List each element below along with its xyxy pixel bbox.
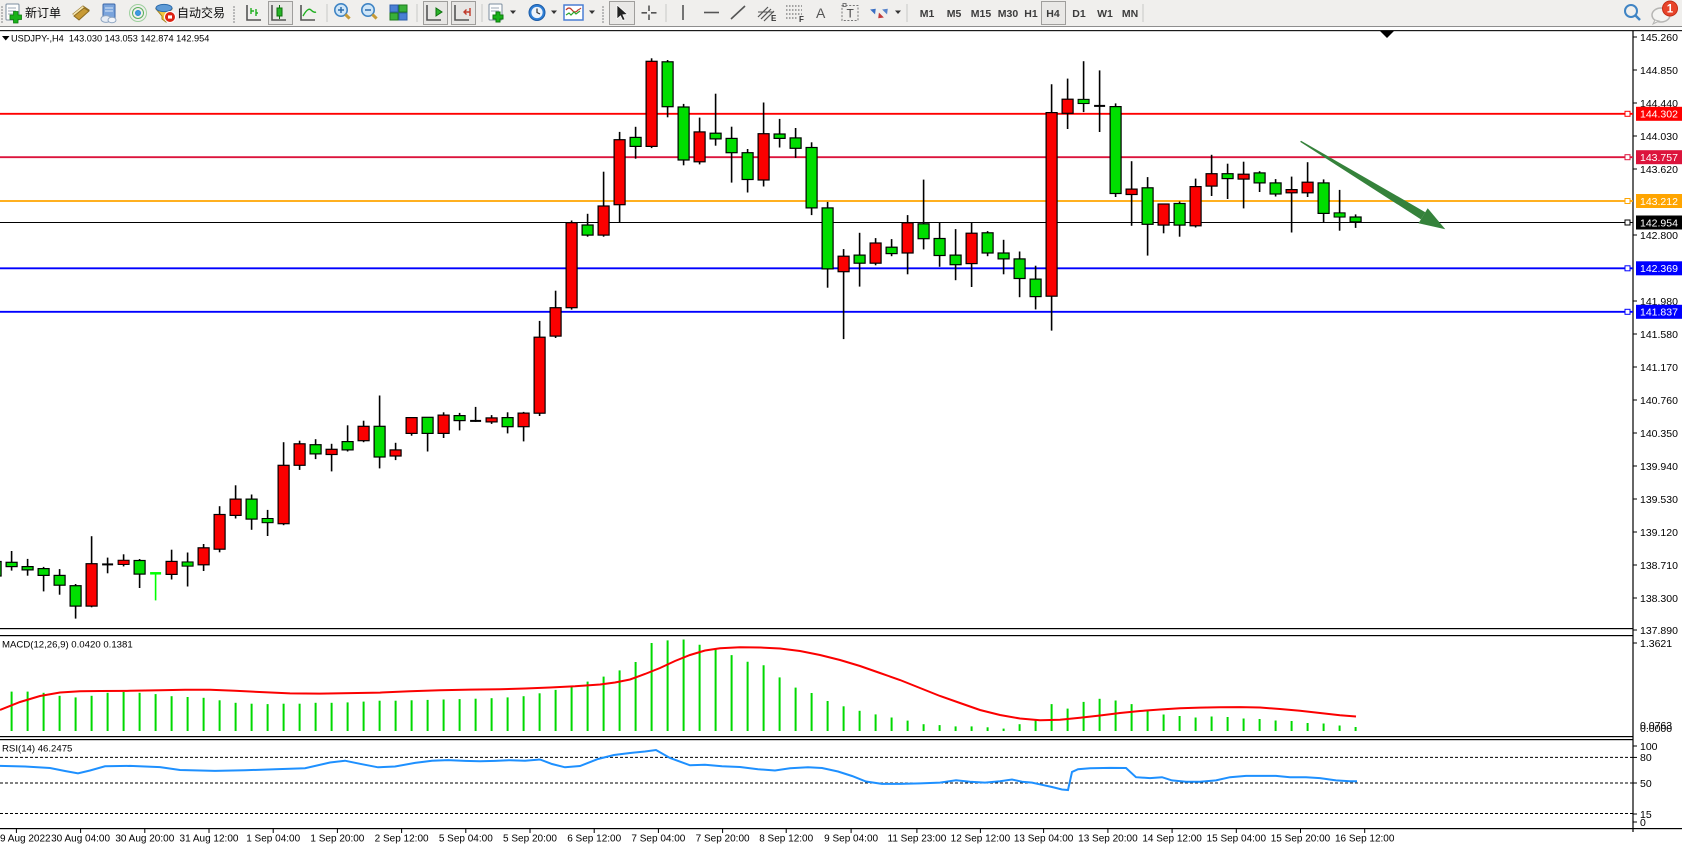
svg-text:139.940: 139.940 <box>1640 461 1678 473</box>
svg-text:80: 80 <box>1640 752 1652 764</box>
svg-text:M15: M15 <box>971 8 992 20</box>
svg-text:6 Sep 12:00: 6 Sep 12:00 <box>567 834 621 845</box>
svg-text:5 Sep 20:00: 5 Sep 20:00 <box>503 834 557 845</box>
svg-text:141.170: 141.170 <box>1640 362 1678 374</box>
svg-text:W1: W1 <box>1097 8 1113 20</box>
svg-text:30 Aug 20:00: 30 Aug 20:00 <box>115 834 174 845</box>
svg-text:M1: M1 <box>920 8 935 20</box>
svg-text:USDJPY-,H4 143.030 143.053 14: USDJPY-,H4 143.030 143.053 142.874 142.9… <box>11 34 209 44</box>
svg-text:141.580: 141.580 <box>1640 329 1678 341</box>
svg-text:新订单: 新订单 <box>25 5 61 20</box>
svg-text:139.530: 139.530 <box>1640 494 1678 506</box>
svg-text:M30: M30 <box>998 8 1019 20</box>
svg-text:15: 15 <box>1640 809 1652 821</box>
svg-text:138.710: 138.710 <box>1640 560 1678 572</box>
svg-text:15 Sep 20:00: 15 Sep 20:00 <box>1271 834 1331 845</box>
svg-text:7 Sep 20:00: 7 Sep 20:00 <box>696 834 750 845</box>
svg-text:2 Sep 12:00: 2 Sep 12:00 <box>375 834 429 845</box>
svg-text:145.260: 145.260 <box>1640 32 1678 44</box>
svg-text:142.954: 142.954 <box>1640 217 1678 229</box>
svg-text:143.757: 143.757 <box>1640 152 1678 164</box>
svg-text:M5: M5 <box>947 8 962 20</box>
svg-text:1 Sep 04:00: 1 Sep 04:00 <box>246 834 300 845</box>
svg-text:139.120: 139.120 <box>1640 527 1678 539</box>
svg-text:H4: H4 <box>1046 8 1060 20</box>
svg-text:11 Sep 23:00: 11 Sep 23:00 <box>888 834 947 845</box>
svg-text:8 Sep 12:00: 8 Sep 12:00 <box>759 834 813 845</box>
svg-text:144.030: 144.030 <box>1640 131 1678 143</box>
svg-text:14 Sep 12:00: 14 Sep 12:00 <box>1142 834 1202 845</box>
svg-text:12 Sep 12:00: 12 Sep 12:00 <box>951 834 1011 845</box>
svg-text:16 Sep 12:00: 16 Sep 12:00 <box>1335 834 1395 845</box>
svg-text:5 Sep 04:00: 5 Sep 04:00 <box>439 834 493 845</box>
svg-text:140.350: 140.350 <box>1640 428 1678 440</box>
svg-text:142.369: 142.369 <box>1640 263 1678 275</box>
svg-text:31 Aug 12:00: 31 Aug 12:00 <box>180 834 239 845</box>
svg-text:141.837: 141.837 <box>1640 307 1678 319</box>
svg-text:7 Sep 04:00: 7 Sep 04:00 <box>631 834 685 845</box>
svg-text:MN: MN <box>1122 8 1138 20</box>
svg-text:13 Sep 04:00: 13 Sep 04:00 <box>1014 834 1074 845</box>
svg-text:1: 1 <box>1667 4 1674 16</box>
svg-text:144.850: 144.850 <box>1640 65 1678 77</box>
svg-text:140.760: 140.760 <box>1640 395 1678 407</box>
svg-text:138.300: 138.300 <box>1640 593 1678 605</box>
svg-text:T: T <box>847 7 855 21</box>
svg-text:30 Aug 04:00: 30 Aug 04:00 <box>51 834 110 845</box>
svg-text:A: A <box>816 5 826 21</box>
svg-text:100: 100 <box>1640 741 1658 753</box>
svg-text:0.0763: 0.0763 <box>1640 720 1672 732</box>
svg-text:1.3621: 1.3621 <box>1640 638 1672 650</box>
svg-text:自动交易: 自动交易 <box>177 5 225 20</box>
svg-text:D1: D1 <box>1072 8 1086 20</box>
svg-text:H1: H1 <box>1024 8 1038 20</box>
svg-text:1 Sep 20:00: 1 Sep 20:00 <box>310 834 364 845</box>
svg-text:143.212: 143.212 <box>1640 196 1678 208</box>
svg-text:RSI(14) 46.2475: RSI(14) 46.2475 <box>2 744 72 755</box>
svg-text:137.890: 137.890 <box>1640 625 1678 637</box>
svg-text:9 Aug 2022: 9 Aug 2022 <box>0 834 51 845</box>
svg-text:143.620: 143.620 <box>1640 164 1678 176</box>
svg-text:0.0000: 0.0000 <box>1640 723 1672 735</box>
svg-text:13 Sep 20:00: 13 Sep 20:00 <box>1078 834 1138 845</box>
svg-text:15 Sep 04:00: 15 Sep 04:00 <box>1207 834 1267 845</box>
svg-text:MACD(12,26,9) 0.0420 0.1381: MACD(12,26,9) 0.0420 0.1381 <box>2 640 133 651</box>
svg-text:9 Sep 04:00: 9 Sep 04:00 <box>824 834 878 845</box>
svg-text:50: 50 <box>1640 778 1652 790</box>
svg-text:144.302: 144.302 <box>1640 109 1678 121</box>
svg-text:F: F <box>799 15 804 24</box>
svg-text:0: 0 <box>1640 817 1646 829</box>
svg-text:E: E <box>771 14 777 23</box>
svg-text:142.800: 142.800 <box>1640 230 1678 242</box>
